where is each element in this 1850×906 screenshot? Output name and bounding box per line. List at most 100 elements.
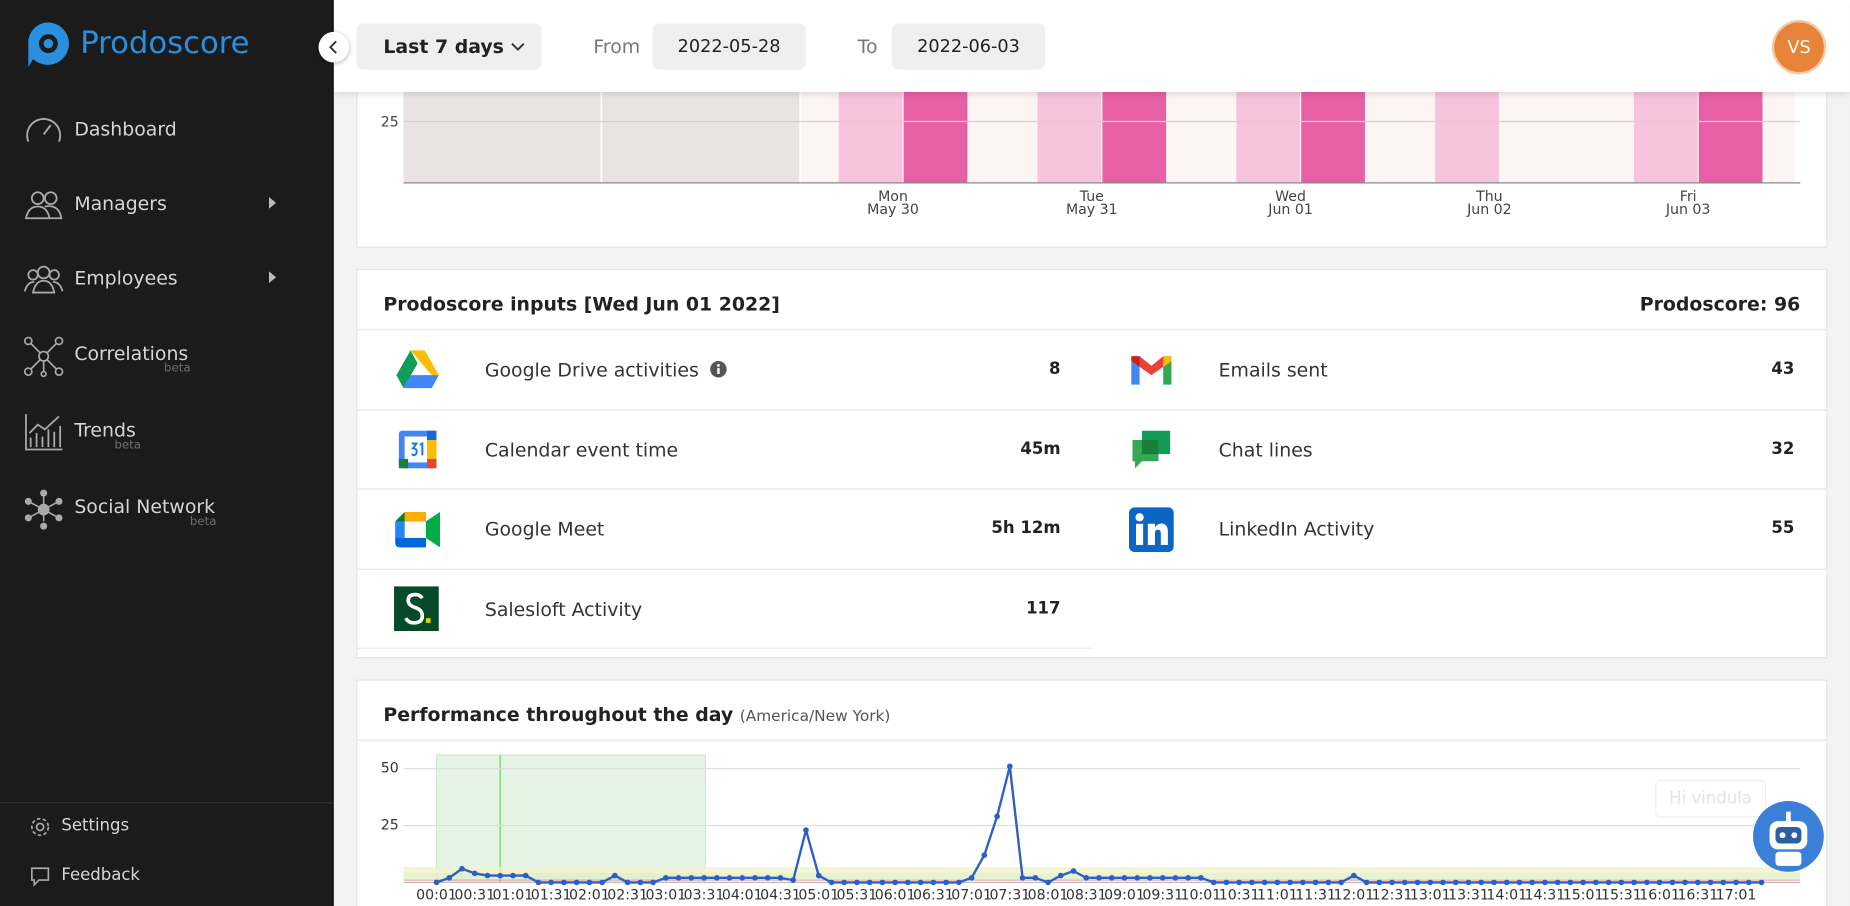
input-label: Chat lines (1218, 438, 1313, 462)
point (956, 879, 962, 886)
nav-item[interactable]: Trends beta (0, 402, 334, 461)
settings-link[interactable]: Settings (0, 814, 334, 842)
point (1618, 879, 1625, 886)
nav-icon (25, 414, 63, 451)
nav-badge: beta (189, 515, 217, 529)
point (1287, 879, 1293, 886)
drive-icon (396, 350, 439, 389)
chevron (511, 42, 525, 51)
chatbot-button[interactable] (1752, 800, 1825, 873)
point (1147, 875, 1153, 881)
point (752, 875, 758, 881)
x-tick-label: 12:31 (1372, 887, 1413, 903)
x-tick-label: 15:31 (1601, 887, 1642, 903)
nav-item[interactable]: Employees (0, 250, 334, 309)
point (510, 872, 516, 879)
threshold-band (403, 872, 1801, 879)
point (662, 875, 669, 881)
point (1669, 879, 1676, 886)
point (1300, 879, 1306, 886)
point (1389, 879, 1395, 886)
nav-item[interactable]: Managers (0, 176, 334, 235)
point (994, 813, 1000, 820)
input-value: 45m (1020, 440, 1061, 459)
point (1580, 879, 1586, 886)
input-value: 117 (1026, 599, 1061, 619)
point (1593, 879, 1599, 886)
feedback-icon (31, 867, 50, 887)
nav-label: Dashboard (74, 117, 177, 141)
point (1567, 879, 1574, 886)
day-label: Wed (1275, 189, 1306, 205)
point (815, 872, 822, 879)
to-date[interactable]: 2022-06-03 (891, 23, 1046, 70)
range-text: Last 7 days (383, 35, 504, 58)
range-dropdown[interactable]: Last 7 days (356, 23, 542, 70)
info-icon[interactable] (710, 360, 729, 379)
divider (357, 488, 1827, 490)
from-date[interactable]: 2022-05-28 (652, 23, 806, 70)
to-label: To (857, 35, 878, 58)
input-value: 43 (1771, 359, 1795, 379)
point (905, 879, 911, 886)
point (1223, 879, 1230, 886)
point (841, 879, 848, 886)
nav-badge: beta (114, 438, 142, 452)
chart-subtitle: (America/New York) (739, 707, 891, 726)
nav-item[interactable]: Correlations beta (0, 326, 334, 385)
avatar[interactable]: VS (1774, 22, 1824, 72)
expand-arrow (268, 271, 277, 284)
divider (357, 647, 1092, 649)
collapse-chevron (328, 40, 337, 54)
x-tick-label: 02:01 (569, 887, 610, 903)
nav-icon (26, 117, 62, 142)
point (1542, 879, 1548, 886)
chart-title: Performance throughout the day (383, 703, 734, 726)
input-value: 5h 12m (991, 519, 1061, 538)
feedback-label: Feedback (61, 865, 140, 885)
x-tick-label: 05:31 (837, 887, 878, 903)
input-value: 8 (1049, 359, 1061, 379)
x-tick-label: 16:31 (1677, 887, 1718, 903)
point (1338, 879, 1344, 886)
point (866, 879, 873, 886)
divider (357, 409, 1827, 411)
collapse-button[interactable] (318, 31, 350, 63)
input-label-text: Google Drive activities (484, 358, 699, 382)
point (688, 875, 695, 881)
point (1312, 879, 1319, 886)
point (1019, 875, 1026, 881)
x-tick-label: 09:01 (1104, 887, 1145, 903)
point (459, 865, 465, 872)
point (1363, 879, 1370, 886)
settings-icon (31, 817, 50, 837)
point (1350, 872, 1357, 879)
day-label: Mon (878, 189, 908, 205)
point (803, 827, 809, 833)
point (471, 870, 478, 877)
point (943, 879, 949, 886)
point (522, 872, 529, 879)
point (1682, 879, 1688, 886)
feedback-link[interactable]: Feedback (0, 864, 334, 892)
point (1376, 879, 1383, 886)
point (701, 875, 707, 881)
point (612, 872, 618, 879)
x-tick-label: 13:01 (1410, 887, 1451, 903)
point (1745, 879, 1752, 886)
nav-item[interactable]: Social Network beta (0, 479, 334, 538)
x-tick-label: 11:31 (1295, 887, 1336, 903)
nav-icon (24, 191, 63, 220)
input-label: Google Meet (484, 517, 605, 541)
y-tick-label: 50 (381, 761, 399, 777)
point (586, 879, 593, 886)
point (561, 879, 567, 886)
x-tick-label: 01:31 (531, 887, 572, 903)
nav-item[interactable]: Dashboard (0, 101, 334, 160)
point (1554, 879, 1561, 886)
date-label: Jun 03 (1665, 202, 1711, 218)
point (1261, 879, 1268, 886)
day-label: Thu (1475, 189, 1503, 205)
x-tick-label: 14:31 (1525, 887, 1566, 903)
point (1236, 879, 1242, 886)
